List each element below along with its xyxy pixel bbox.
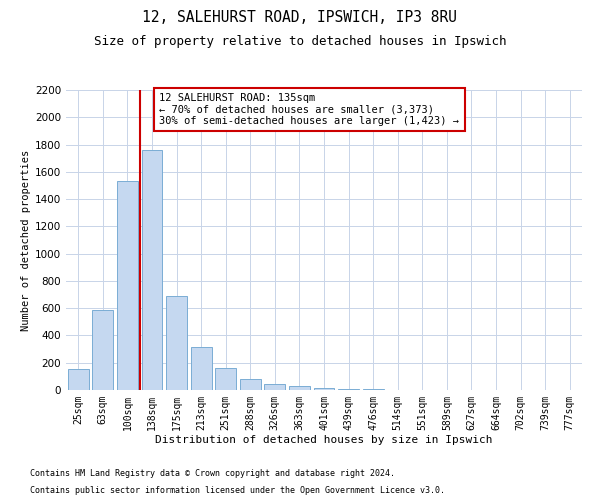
Bar	[117, 182, 138, 390]
Bar	[68, 369, 89, 390]
Bar	[191, 347, 212, 390]
Y-axis label: Number of detached properties: Number of detached properties	[21, 150, 31, 330]
Bar	[265, 384, 286, 390]
Bar	[314, 388, 334, 390]
Text: Contains public sector information licensed under the Open Government Licence v3: Contains public sector information licen…	[30, 486, 445, 495]
Bar	[289, 386, 310, 390]
Text: 12, SALEHURST ROAD, IPSWICH, IP3 8RU: 12, SALEHURST ROAD, IPSWICH, IP3 8RU	[143, 10, 458, 25]
Bar	[142, 150, 163, 390]
Bar	[362, 389, 383, 390]
Text: Distribution of detached houses by size in Ipswich: Distribution of detached houses by size …	[155, 435, 493, 445]
Bar	[338, 388, 359, 390]
Bar	[92, 310, 113, 390]
Bar	[215, 368, 236, 390]
Text: Size of property relative to detached houses in Ipswich: Size of property relative to detached ho…	[94, 35, 506, 48]
Text: 12 SALEHURST ROAD: 135sqm
← 70% of detached houses are smaller (3,373)
30% of se: 12 SALEHURST ROAD: 135sqm ← 70% of detac…	[160, 92, 460, 126]
Bar	[166, 296, 187, 390]
Text: Contains HM Land Registry data © Crown copyright and database right 2024.: Contains HM Land Registry data © Crown c…	[30, 468, 395, 477]
Bar	[240, 379, 261, 390]
